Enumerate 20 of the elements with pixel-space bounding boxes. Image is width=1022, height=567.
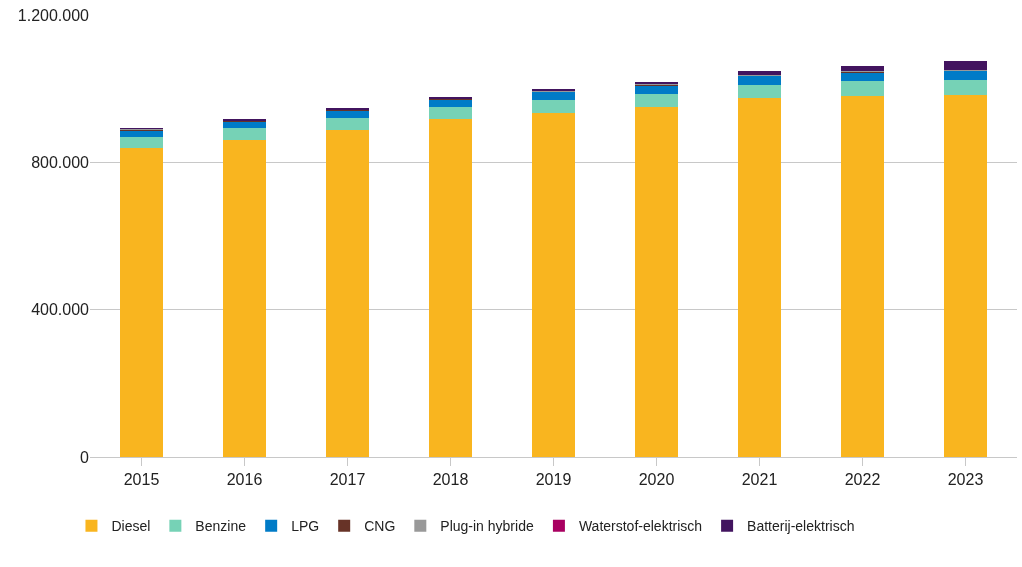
- y-tick-label: 400.000: [31, 301, 90, 319]
- legend-label: Benzine: [195, 518, 247, 535]
- legend-label: LPG: [291, 518, 320, 535]
- y-tick-label: 1.200.000: [17, 6, 90, 24]
- x-tick-label: 2020: [638, 471, 675, 489]
- legend-label: CNG: [364, 518, 396, 535]
- legend-label: Batterij-elektrisch: [747, 518, 855, 535]
- x-tick-label: 2017: [329, 471, 366, 489]
- x-tick-label: 2019: [535, 471, 572, 489]
- x-tick-label: 2023: [947, 471, 984, 489]
- x-tick-label: 2021: [741, 471, 778, 489]
- x-tick-label: 2015: [123, 471, 160, 489]
- legend-label: Diesel: [111, 518, 151, 535]
- legend-label: Plug-in hybride: [440, 518, 534, 535]
- legend-label: Waterstof-elektrisch: [578, 518, 703, 535]
- x-tick-label: 2016: [226, 471, 263, 489]
- x-tick-label: 2022: [844, 471, 881, 489]
- x-tick-label: 2018: [432, 471, 469, 489]
- y-tick-label: 800.000: [31, 153, 90, 171]
- y-tick-label: 0: [80, 448, 90, 466]
